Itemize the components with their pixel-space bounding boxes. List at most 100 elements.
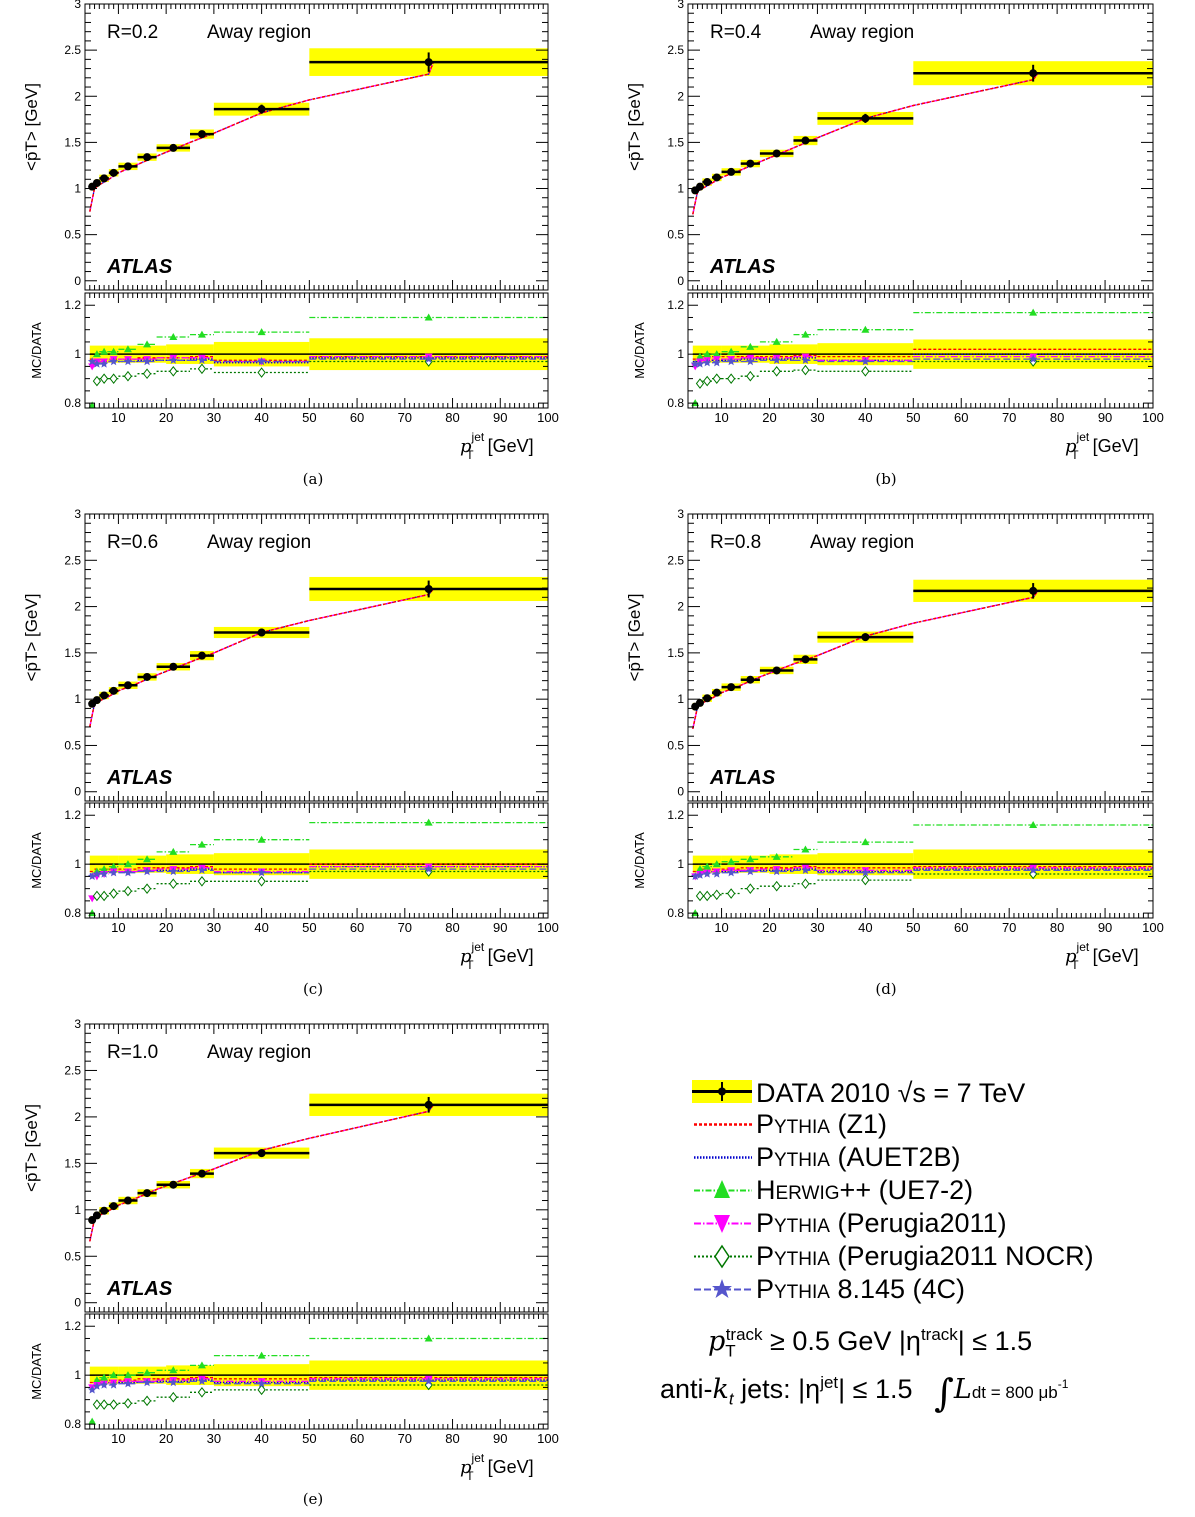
panel-caption-a: (a)	[302, 470, 324, 488]
x-tick-label: 20	[159, 920, 173, 935]
legend-entry-perugia-nocr: Pythia (Perugia2011 NOCR)	[690, 1240, 1190, 1273]
ratio-marker-herwig	[143, 855, 152, 863]
y-tick-label: 2.5	[64, 553, 81, 567]
y-tick-label: 2.5	[64, 43, 81, 57]
ratio-marker-perugia-nocr	[99, 1399, 109, 1410]
data-point	[123, 1196, 132, 1205]
legend-label-perugia-nocr: (Perugia2011 NOCR)	[829, 1241, 1094, 1271]
ratio-marker-perugia	[88, 363, 97, 371]
ratio-marker-perugia-nocr	[746, 883, 755, 894]
ratio-marker-perugia-nocr	[703, 890, 712, 902]
ratio-marker-herwig	[100, 347, 109, 355]
ratio-marker-pythia8-4c	[1028, 354, 1038, 363]
ratio-y-tick-label: 0.8	[667, 396, 684, 410]
ratio-marker-perugia-nocr	[257, 875, 266, 887]
legend-label-herwig: ++ (UE7-2)	[839, 1175, 974, 1205]
data-point	[197, 130, 206, 139]
x-tick-label: 10	[714, 410, 728, 425]
y-tick-label: 0	[74, 274, 81, 288]
y-tick-label: 1	[677, 692, 684, 706]
ratio-marker-perugia-nocr	[123, 370, 133, 382]
ratio-y-tick-label: 1.2	[667, 808, 684, 822]
x-tick-label: 60	[350, 1431, 364, 1446]
legend-prefix-pythia8-4c: Pythia	[756, 1274, 830, 1304]
ratio-y-axis-title: MC/DATA	[29, 322, 44, 379]
data-point	[100, 174, 109, 183]
x-axis-title: pjet T [GeV]	[1065, 430, 1139, 462]
ratio-marker-pythia8-4c	[861, 868, 870, 877]
ratio-marker-herwig	[801, 845, 810, 853]
ratio-marker-pythia8-4c	[123, 357, 133, 366]
legend-swatch-pythia8-4c	[694, 1279, 752, 1298]
data-point	[92, 1211, 101, 1220]
data-point	[143, 1189, 152, 1198]
ratio-marker-herwig	[727, 857, 736, 865]
legend-prefix-auet2b: Pythia	[756, 1142, 830, 1172]
ratio-marker-perugia-nocr	[746, 370, 755, 382]
ratio-marker-herwig	[92, 1376, 101, 1384]
ratio-marker-pythia8-4c	[690, 359, 700, 368]
data-point	[123, 681, 132, 690]
atlas-label: ATLAS	[106, 256, 173, 278]
y-tick-label: 3	[74, 1017, 81, 1031]
ratio-marker-pythia8-4c	[695, 359, 705, 368]
ratio-marker-pythia8-4c	[257, 1379, 266, 1388]
ratio-y-tick-label: 1	[74, 347, 81, 361]
main-plot-frame	[687, 3, 1154, 291]
x-tick-label: 100	[1142, 920, 1164, 935]
y-axis-title: <p̄T> [GeV]	[22, 594, 41, 682]
ratio-marker-perugia-nocr	[727, 888, 736, 899]
data-point	[703, 694, 712, 703]
ratio-marker-perugia-nocr	[257, 367, 266, 378]
ratio-marker-herwig	[143, 340, 152, 348]
x-tick-label: 60	[350, 410, 364, 425]
x-tick-label: 40	[858, 920, 872, 935]
mc-curve-auet2b	[692, 72, 1039, 215]
ratio-marker-perugia-nocr	[123, 885, 133, 897]
mc-curve-pythia-z1	[89, 61, 435, 212]
ratio-marker-pythia8-4c	[99, 1380, 109, 1389]
panel-b: 0 0.5 1 1.5 2 2.5 3 R=0.4 Away region ATLAS <p̄T> …	[625, 0, 1164, 462]
x-tick-label: 90	[1098, 410, 1112, 425]
ratio-marker-herwig	[746, 342, 755, 350]
ratio-marker-perugia-nocr	[197, 363, 207, 375]
ratio-y-tick-label: 1.2	[64, 808, 81, 822]
x-tick-label: 90	[1098, 920, 1112, 935]
ratio-y-tick-label: 1.2	[64, 1319, 81, 1333]
main-plot-frame	[84, 1023, 549, 1313]
ratio-marker-herwig	[109, 1371, 118, 1379]
data-point	[109, 168, 118, 177]
ratio-marker-perugia-nocr	[142, 368, 152, 380]
ratio-marker-herwig	[257, 328, 266, 336]
x-tick-label: 70	[398, 1431, 412, 1446]
ratio-marker-perugia-nocr	[727, 373, 736, 384]
region-label: R=0.8	[710, 532, 761, 553]
data-point	[257, 628, 266, 637]
atlas-label: ATLAS	[709, 767, 776, 789]
ratio-marker-pythia8-4c	[746, 867, 755, 876]
y-axis-title: <p̄T> [GeV]	[22, 83, 41, 171]
x-axis-title: pjet T [GeV]	[1065, 940, 1139, 972]
y-tick-label: 2.5	[667, 43, 684, 57]
panel-a: 0 0.5 1 1.5 2 2.5 3 R=0.2 Away region ATLAS <p̄T> …	[22, 0, 559, 462]
ratio-marker-herwig	[197, 840, 206, 848]
data-point	[424, 58, 433, 67]
region-name: Away region	[207, 532, 311, 553]
legend-entry-perugia: Pythia (Perugia2011)	[690, 1207, 1190, 1240]
ratio-marker-herwig	[801, 330, 810, 338]
ratio-marker-pythia8-4c	[257, 868, 266, 877]
region-label: R=1.0	[107, 1042, 158, 1063]
luminosity-label: ∫Ldt = 800 μb-1	[934, 1371, 1069, 1415]
data-point	[861, 633, 870, 642]
ratio-marker-pythia8-4c	[99, 869, 109, 878]
mc-curve-perugia	[692, 72, 1039, 215]
ratio-marker-pythia8-4c	[142, 1378, 152, 1387]
data-point	[712, 173, 721, 182]
data-point	[801, 655, 810, 664]
ratio-marker-herwig	[88, 1417, 97, 1425]
legend-label-data: DATA 2010 √s = 7 TeV	[756, 1078, 1026, 1108]
data-point	[143, 672, 152, 681]
legend-swatch-perugia-nocr	[694, 1244, 752, 1269]
ratio-marker-pythia8-4c	[197, 1376, 207, 1385]
